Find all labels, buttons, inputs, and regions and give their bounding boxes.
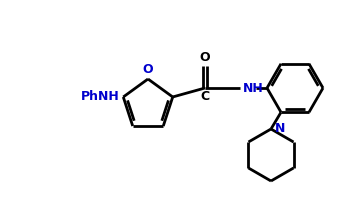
Text: NH: NH	[243, 81, 264, 95]
Text: N: N	[275, 123, 285, 135]
Text: O: O	[200, 51, 210, 64]
Text: PhNH: PhNH	[81, 91, 119, 103]
Text: O: O	[143, 63, 153, 76]
Text: C: C	[200, 90, 209, 103]
